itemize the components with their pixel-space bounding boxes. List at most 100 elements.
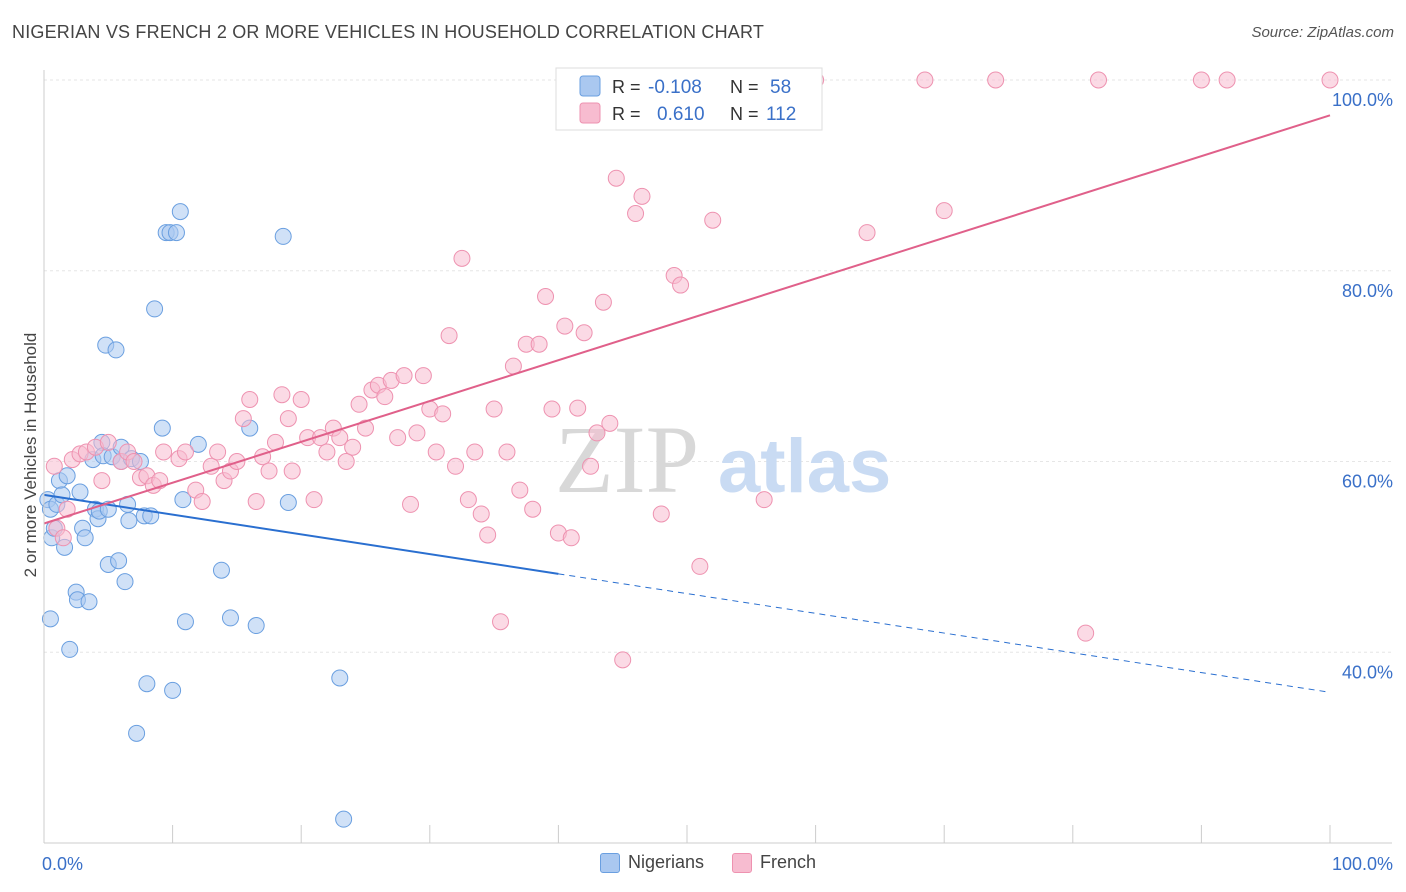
data-point: [212, 561, 230, 579]
data-point: [858, 224, 876, 242]
data-point: [337, 453, 355, 470]
data-point: [633, 187, 651, 205]
data-point: [562, 529, 580, 547]
data-point: [116, 573, 134, 591]
data-point: [537, 288, 555, 306]
data-point: [305, 491, 323, 509]
data-point: [1090, 71, 1108, 89]
data-point: [408, 424, 426, 442]
data-point: [71, 483, 89, 501]
data-point: [652, 505, 670, 523]
data-point: [607, 169, 625, 187]
data-point: [53, 486, 71, 504]
data-point: [627, 205, 645, 223]
data-point: [594, 293, 612, 311]
data-point: [174, 491, 192, 509]
stats-legend: R = -0.108 N = 58 R = 0.610 N = 112: [555, 67, 823, 131]
data-point: [283, 462, 301, 480]
data-point: [569, 399, 587, 417]
data-point: [279, 494, 297, 512]
n-value-nigerians: 58: [770, 77, 791, 98]
data-point: [189, 435, 207, 453]
data-point: [292, 391, 310, 409]
data-point: [176, 613, 194, 631]
n-label-nigerians: N =: [730, 77, 759, 97]
data-point: [614, 651, 632, 669]
data-point: [125, 453, 143, 470]
series-legend: Nigerians French: [600, 852, 844, 873]
data-point: [357, 419, 374, 437]
y-tick-label: 80.0%: [1342, 281, 1393, 301]
y-tick-label: 40.0%: [1342, 662, 1393, 682]
data-point: [120, 512, 138, 530]
data-point: [1077, 624, 1095, 642]
legend-swatch-french-bottom: [732, 852, 753, 873]
data-point: [498, 443, 516, 461]
y-tick-label: 60.0%: [1342, 472, 1393, 492]
data-point: [260, 462, 278, 480]
legend-item-nigerians: Nigerians: [600, 852, 704, 873]
data-point: [601, 414, 619, 432]
r-label-french: R =: [612, 104, 641, 124]
legend-item-french: French: [732, 852, 816, 873]
data-point: [138, 675, 156, 693]
data-point: [543, 400, 561, 418]
data-point: [402, 495, 420, 513]
french-points: [45, 71, 1339, 669]
legend-label-nigerians: Nigerians: [628, 852, 705, 872]
legend-label-french: French: [760, 852, 817, 872]
data-point: [466, 443, 484, 461]
data-point: [241, 391, 259, 409]
data-point: [171, 203, 189, 221]
data-point: [80, 593, 98, 611]
data-point: [691, 557, 709, 575]
data-point: [318, 443, 336, 461]
data-point: [58, 467, 76, 485]
data-point: [672, 276, 690, 294]
data-point: [202, 457, 220, 475]
data-point: [61, 640, 79, 658]
data-point: [916, 71, 934, 89]
data-point: [93, 472, 111, 490]
data-point: [110, 552, 128, 570]
grid-lines: 100.0% 80.0% 60.0% 40.0%: [44, 79, 1393, 682]
data-point: [414, 367, 432, 385]
source-label: Source: ZipAtlas.com: [1251, 24, 1394, 41]
data-point: [447, 457, 465, 475]
data-point: [704, 211, 722, 229]
data-point: [146, 300, 164, 318]
data-point: [511, 481, 529, 499]
nigerians-points: [39, 203, 353, 828]
data-point: [556, 317, 574, 335]
data-point: [427, 443, 445, 461]
data-point: [582, 457, 600, 475]
r-value-nigerians: -0.108: [648, 77, 702, 98]
x-tick-label-max: 100.0%: [1332, 854, 1393, 874]
data-point: [128, 724, 146, 742]
data-point: [472, 505, 490, 523]
data-point: [524, 500, 542, 518]
data-point: [247, 617, 265, 635]
data-point: [247, 493, 265, 511]
data-point: [1218, 71, 1236, 89]
legend-swatch-nigerians: [579, 75, 601, 97]
watermark-zip: ZIP: [555, 406, 699, 513]
data-point: [167, 224, 185, 242]
data-point: [459, 491, 477, 509]
data-point: [987, 71, 1005, 89]
data-point: [193, 493, 211, 511]
data-point: [45, 457, 63, 475]
data-point: [755, 491, 773, 509]
data-point: [273, 386, 291, 404]
data-point: [575, 324, 593, 342]
y-tick-label: 100.0%: [1332, 90, 1393, 110]
data-point: [1321, 71, 1339, 89]
y-axis-label: 2 or more Vehicles in Household: [21, 333, 40, 578]
data-point: [41, 610, 59, 628]
data-point: [453, 249, 471, 267]
legend-swatch-nigerians-bottom: [600, 852, 620, 873]
data-point: [335, 810, 353, 828]
n-label-french: N =: [730, 104, 759, 124]
data-point: [107, 341, 125, 359]
